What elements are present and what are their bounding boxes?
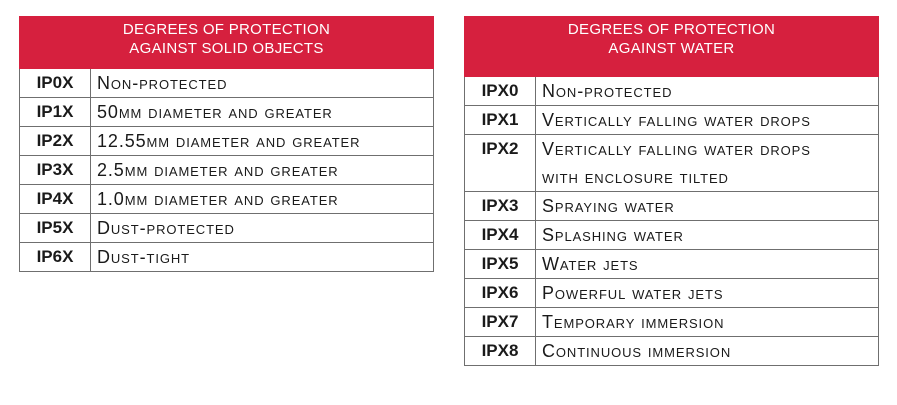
ip-description: Dust-tight bbox=[90, 242, 434, 272]
ip-description: Temporary immersion bbox=[535, 307, 879, 337]
table-row: IPX5 Water jets bbox=[464, 249, 879, 279]
ip-code: IP5X bbox=[19, 213, 91, 243]
ip-description: 12.55mm diameter and greater bbox=[90, 126, 434, 156]
ip-description: Water jets bbox=[535, 249, 879, 279]
solid-table-header: DEGREES OF PROTECTION AGAINST SOLID OBJE… bbox=[19, 16, 434, 69]
ip-description: Vertically falling water drops with encl… bbox=[535, 134, 879, 192]
ip-code: IPX2 bbox=[464, 134, 536, 192]
ip-description: 1.0mm diameter and greater bbox=[90, 184, 434, 214]
table-row: IPX1 Vertically falling water drops bbox=[464, 105, 879, 135]
water-table-title-line2: AGAINST WATER bbox=[608, 40, 735, 57]
ip-code: IPX4 bbox=[464, 220, 536, 250]
ip-code: IP3X bbox=[19, 155, 91, 185]
table-row: IP3X 2.5mm diameter and greater bbox=[19, 155, 434, 185]
ip-description: Continuous immersion bbox=[535, 336, 879, 366]
table-row: IP6X Dust-tight bbox=[19, 242, 434, 272]
ip-description: Vertically falling water drops bbox=[535, 105, 879, 135]
table-row: IPX4 Splashing water bbox=[464, 220, 879, 250]
ip-code: IPX0 bbox=[464, 76, 536, 106]
ip-code: IP1X bbox=[19, 97, 91, 127]
ip-description: Powerful water jets bbox=[535, 278, 879, 308]
table-row: IPX8 Continuous immersion bbox=[464, 336, 879, 366]
ip-description: 50mm diameter and greater bbox=[90, 97, 434, 127]
ip-code: IP0X bbox=[19, 68, 91, 98]
ip-description: 2.5mm diameter and greater bbox=[90, 155, 434, 185]
ip-code: IPX5 bbox=[464, 249, 536, 279]
solid-table-title-line2: AGAINST SOLID OBJECTS bbox=[129, 40, 324, 57]
ip-code: IPX3 bbox=[464, 191, 536, 221]
water-table: DEGREES OF PROTECTION AGAINST WATER IPX0… bbox=[464, 16, 879, 366]
ip-code: IPX7 bbox=[464, 307, 536, 337]
table-row: IP0X Non-protected bbox=[19, 68, 434, 98]
ip-description-line1: Vertically falling water drops bbox=[542, 139, 811, 159]
ip-code: IP6X bbox=[19, 242, 91, 272]
ip-description: Non-protected bbox=[90, 68, 434, 98]
ip-description: Non-protected bbox=[535, 76, 879, 106]
ip-description: Splashing water bbox=[535, 220, 879, 250]
table-row: IP1X 50mm diameter and greater bbox=[19, 97, 434, 127]
ip-code: IP2X bbox=[19, 126, 91, 156]
table-row: IP2X 12.55mm diameter and greater bbox=[19, 126, 434, 156]
water-table-header: DEGREES OF PROTECTION AGAINST WATER bbox=[464, 16, 879, 77]
table-row: IPX6 Powerful water jets bbox=[464, 278, 879, 308]
ip-code: IPX6 bbox=[464, 278, 536, 308]
ip-description: Dust-protected bbox=[90, 213, 434, 243]
water-table-title-line1: DEGREES OF PROTECTION bbox=[567, 21, 776, 38]
solid-table-title-line1: DEGREES OF PROTECTION bbox=[122, 21, 331, 38]
solid-objects-table: DEGREES OF PROTECTION AGAINST SOLID OBJE… bbox=[19, 16, 434, 272]
ip-code: IPX8 bbox=[464, 336, 536, 366]
table-row: IP5X Dust-protected bbox=[19, 213, 434, 243]
table-row: IPX3 Spraying water bbox=[464, 191, 879, 221]
table-row: IPX0 Non-protected bbox=[464, 76, 879, 106]
ip-code: IPX1 bbox=[464, 105, 536, 135]
table-row: IPX7 Temporary immersion bbox=[464, 307, 879, 337]
ip-description: Spraying water bbox=[535, 191, 879, 221]
table-row: IPX2 Vertically falling water drops with… bbox=[464, 134, 879, 192]
table-row: IP4X 1.0mm diameter and greater bbox=[19, 184, 434, 214]
ip-code: IP4X bbox=[19, 184, 91, 214]
ip-description-line2: with enclosure tilted bbox=[542, 167, 729, 187]
